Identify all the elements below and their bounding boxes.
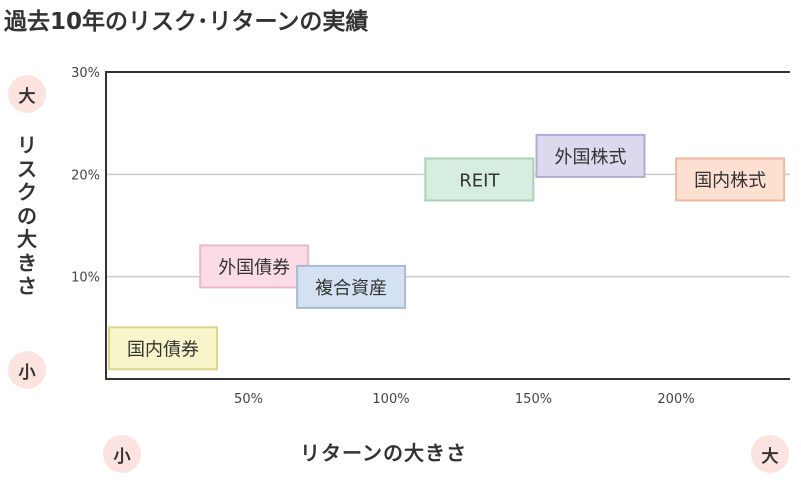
y-axis-high-marker: 大 [8, 75, 46, 113]
y-axis-label: リスクの大きさ [17, 133, 37, 298]
page-title: 過去10年のリスク･リターンの実績 [4, 9, 369, 35]
data-point-box [535, 133, 646, 178]
x-axis-low-marker: 小 [103, 435, 141, 473]
y-tick-label: 30% [71, 66, 100, 81]
data-point-box [199, 244, 310, 289]
x-tick-label: 200% [657, 392, 694, 407]
x-axis-high-marker: 大 [751, 435, 789, 473]
data-point-label: 国内株式 [694, 170, 766, 191]
y-tick-label: 10% [71, 271, 100, 286]
x-tick-label: 100% [372, 392, 409, 407]
x-tick-label: 50% [234, 392, 263, 407]
data-point-box [296, 264, 407, 309]
data-point-box [108, 326, 218, 371]
data-point-label: 複合資産 [315, 278, 387, 299]
x-tick-label: 150% [515, 392, 552, 407]
data-point-box [424, 157, 535, 202]
x-axis-label: リターンの大きさ [300, 441, 467, 465]
y-axis-low-marker: 小 [8, 351, 46, 389]
data-point-label: REIT [459, 170, 500, 191]
y-tick-label: 20% [71, 168, 100, 183]
data-point-box [675, 157, 786, 202]
data-point-label: 外国債券 [218, 257, 290, 278]
data-point-label: 国内債券 [127, 339, 199, 360]
data-point-label: 外国株式 [555, 147, 627, 168]
